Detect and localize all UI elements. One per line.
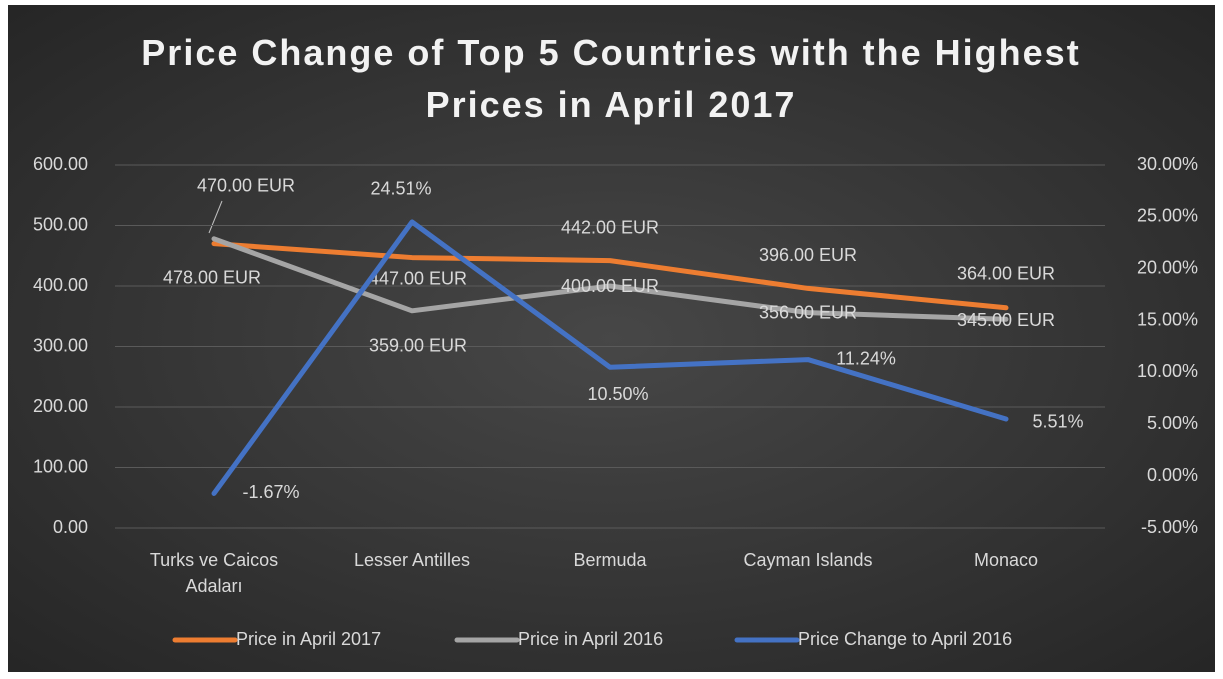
x-tick-label: Lesser Antilles — [354, 550, 470, 570]
series-line — [211, 241, 1009, 311]
data-label: 359.00 EUR — [369, 336, 467, 356]
legend-label: Price in April 2016 — [518, 629, 663, 649]
y-tick-label: 400.00 — [33, 275, 88, 295]
y-tick-label: 100.00 — [33, 456, 88, 476]
legend-label: Price in April 2017 — [236, 629, 381, 649]
series-line — [211, 236, 1009, 322]
y2-tick-label: 5.00% — [1147, 413, 1198, 433]
data-label: 478.00 EUR — [163, 268, 261, 288]
y-tick-label: 500.00 — [33, 214, 88, 234]
y-tick-label: 0.00 — [53, 517, 88, 537]
data-label: 396.00 EUR — [759, 245, 857, 265]
chart-title: Price Change of Top 5 Countries with the… — [141, 32, 1080, 125]
y2-tick-label: -5.00% — [1141, 517, 1198, 537]
data-label: -1.67% — [242, 482, 299, 502]
y2-tick-label: 0.00% — [1147, 465, 1198, 485]
data-label: 364.00 EUR — [957, 264, 1055, 284]
data-label: 400.00 EUR — [561, 276, 659, 296]
y2-tick-label: 20.00% — [1137, 257, 1198, 277]
data-label: 10.50% — [587, 384, 648, 404]
data-label: 447.00 EUR — [369, 268, 467, 288]
data-label: 356.00 EUR — [759, 302, 857, 322]
legend-label: Price Change to April 2016 — [798, 629, 1012, 649]
data-label: 442.00 EUR — [561, 217, 659, 237]
y2-tick-label: 25.00% — [1137, 206, 1198, 226]
y2-tick-label: 30.00% — [1137, 154, 1198, 174]
chart-background — [8, 5, 1215, 672]
data-label: 470.00 EUR — [197, 175, 295, 195]
y2-tick-label: 10.00% — [1137, 361, 1198, 381]
y-tick-label: 200.00 — [33, 396, 88, 416]
x-tick-label: Monaco — [974, 550, 1038, 570]
data-label: 5.51% — [1032, 412, 1083, 432]
data-label: 24.51% — [370, 179, 431, 199]
x-tick-label: Cayman Islands — [743, 550, 872, 570]
y-tick-label: 600.00 — [33, 154, 88, 174]
series-line — [211, 219, 1009, 496]
data-label: 11.24% — [836, 348, 896, 368]
y-tick-label: 300.00 — [33, 335, 88, 355]
y2-tick-label: 15.00% — [1137, 309, 1198, 329]
x-tick-label: Bermuda — [573, 550, 647, 570]
leader-line — [208, 200, 223, 234]
data-label: 345.00 EUR — [957, 310, 1055, 330]
x-tick-label: Turks ve Caicos Adaları — [150, 550, 278, 596]
